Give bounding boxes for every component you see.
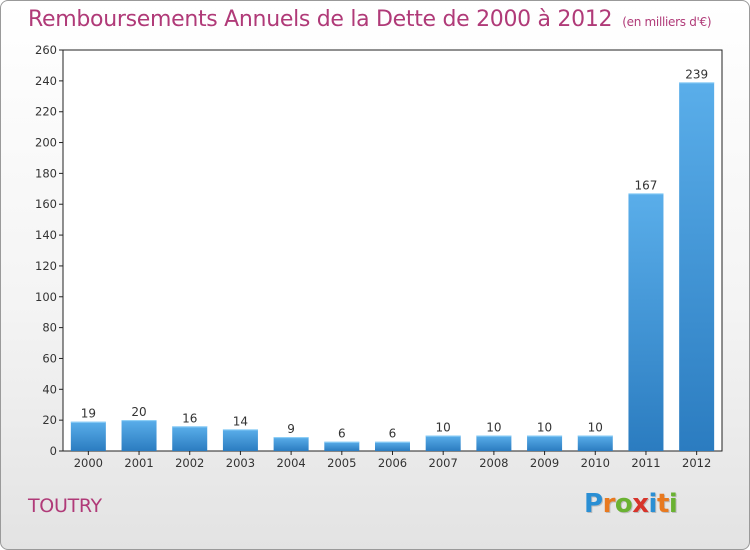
data-label: 167 (635, 178, 658, 192)
y-tick-label: 40 (42, 382, 57, 396)
data-label: 19 (81, 407, 96, 421)
data-label: 14 (233, 414, 248, 428)
unit-label: (en milliers d'€) (622, 15, 712, 29)
data-label: 10 (537, 421, 552, 435)
y-tick-label: 140 (35, 228, 57, 242)
y-tick-label: 180 (35, 166, 57, 180)
data-label: 16 (182, 411, 197, 425)
x-tick-label: 2002 (175, 456, 204, 470)
bar (121, 420, 157, 451)
title-text: Remboursements Annuels de la Dette de 20… (28, 7, 613, 32)
bar (324, 441, 360, 451)
data-label: 10 (486, 421, 501, 435)
bar (527, 435, 563, 451)
data-label: 10 (588, 421, 603, 435)
x-tick-label: 2000 (74, 456, 103, 470)
data-label: 20 (131, 405, 146, 419)
x-tick-label: 2005 (327, 456, 356, 470)
x-tick-label: 2012 (682, 456, 711, 470)
x-tick-label: 2004 (276, 456, 305, 470)
x-tick-label: 2009 (530, 456, 559, 470)
data-label: 9 (287, 422, 295, 436)
y-tick-label: 220 (35, 105, 57, 119)
x-tick-label: 2001 (124, 456, 153, 470)
bar (425, 435, 461, 451)
bar (70, 421, 106, 451)
proxiti-logo: Proxiti (584, 489, 678, 519)
y-tick-label: 160 (35, 197, 57, 211)
x-tick-label: 2003 (226, 456, 255, 470)
plot-area (62, 49, 723, 452)
y-tick-label: 200 (35, 136, 57, 150)
data-label: 6 (338, 427, 346, 441)
commune-name: TOUTRY (28, 495, 102, 517)
data-label: 10 (436, 421, 451, 435)
data-label: 239 (685, 67, 708, 81)
logo-letter: x (632, 489, 649, 519)
y-tick-label: 260 (35, 43, 57, 57)
x-tick-label: 2011 (631, 456, 660, 470)
y-tick-label: 60 (42, 351, 57, 365)
bar (172, 426, 208, 451)
logo-letter: i (668, 489, 678, 519)
logo-letter: r (602, 489, 616, 519)
y-tick-label: 240 (35, 74, 57, 88)
logo-letter: t (656, 489, 669, 519)
chart-title: Remboursements Annuels de la Dette de 20… (28, 7, 712, 32)
logo-letter: i (648, 489, 658, 519)
logo-letter: o (614, 489, 633, 519)
x-tick-label: 2006 (378, 456, 407, 470)
bar (273, 437, 309, 451)
y-tick-label: 80 (42, 321, 57, 335)
x-tick-label: 2010 (581, 456, 610, 470)
x-tick-label: 2007 (429, 456, 458, 470)
y-tick-label: 120 (35, 259, 57, 273)
bar (628, 193, 664, 451)
bar (375, 441, 410, 451)
bar (679, 82, 715, 451)
logo-letter: P (584, 489, 603, 519)
data-label: 6 (389, 427, 397, 441)
bar (476, 435, 512, 451)
y-tick-label: 20 (42, 413, 57, 427)
bar (577, 435, 613, 451)
y-tick-label: 0 (50, 444, 57, 458)
y-tick-label: 100 (35, 290, 57, 304)
bar (222, 429, 258, 451)
x-tick-label: 2008 (479, 456, 508, 470)
